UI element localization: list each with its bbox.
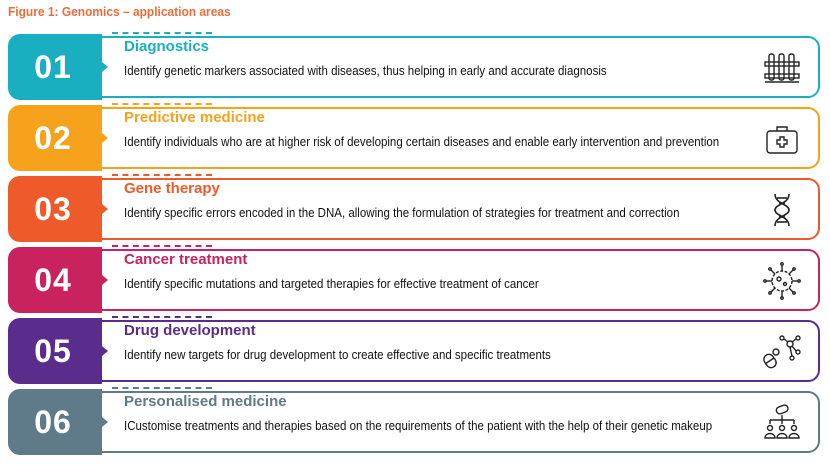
application-row-personalised-medicine: 06 Personalised medicine ICustomise trea…	[8, 387, 824, 455]
row-description: Identify specific mutations and targeted…	[124, 277, 539, 291]
row-card	[8, 36, 820, 98]
row-card	[8, 178, 820, 240]
row-description: Identify genetic markers associated with…	[124, 64, 607, 78]
row-title: Drug development	[124, 322, 256, 339]
dashed-accent	[112, 387, 212, 389]
molecule-pill-icon	[762, 332, 802, 372]
row-number: 01	[34, 48, 72, 85]
row-number: 03	[34, 190, 72, 227]
dashed-accent	[112, 32, 212, 34]
figure-title: Figure 1: Genomics – application areas	[8, 4, 231, 19]
personalised-people-icon	[762, 403, 802, 443]
row-number: 04	[34, 261, 72, 298]
row-card	[8, 320, 820, 382]
dashed-accent	[112, 103, 212, 105]
tab-notch	[98, 389, 108, 455]
dashed-accent	[112, 316, 212, 318]
tab-notch	[98, 34, 108, 100]
row-card	[8, 249, 820, 311]
row-description: Identify new targets for drug developmen…	[124, 348, 551, 362]
row-number-tab: 04	[8, 247, 98, 313]
application-row-cancer-treatment: 04 Cancer treatment Identify specific mu…	[8, 245, 824, 313]
application-row-gene-therapy: 03 Gene therapy Identify specific errors…	[8, 174, 824, 242]
row-number-tab: 03	[8, 176, 98, 242]
dashed-accent	[112, 245, 212, 247]
cancer-cell-icon	[762, 261, 802, 301]
tab-notch	[98, 247, 108, 313]
row-description: ICustomise treatments and therapies base…	[124, 419, 713, 433]
tab-notch	[98, 176, 108, 242]
dashed-accent	[112, 174, 212, 176]
row-number-tab: 05	[8, 318, 98, 384]
row-number-tab: 02	[8, 105, 98, 171]
medical-kit-icon	[762, 119, 802, 159]
dna-icon	[762, 190, 802, 230]
row-description: Identify individuals who are at higher r…	[124, 135, 720, 149]
tab-notch	[98, 318, 108, 384]
application-row-diagnostics: 01 Diagnostics Identify genetic markers …	[8, 32, 824, 100]
row-title: Cancer treatment	[124, 251, 248, 268]
row-title: Gene therapy	[124, 180, 220, 197]
row-number: 02	[34, 119, 72, 156]
row-number-tab: 06	[8, 389, 98, 455]
row-description: Identify specific errors encoded in the …	[124, 206, 680, 220]
row-title: Personalised medicine	[124, 393, 287, 410]
application-row-drug-development: 05 Drug development Identify new targets…	[8, 316, 824, 384]
row-number-tab: 01	[8, 34, 98, 100]
row-title: Predictive medicine	[124, 109, 265, 126]
row-title: Diagnostics	[124, 38, 210, 55]
row-card	[8, 391, 820, 453]
row-number: 05	[34, 332, 72, 369]
application-row-predictive-medicine: 02 Predictive medicine Identify individu…	[8, 103, 824, 171]
test-tubes-icon	[762, 48, 802, 88]
row-card	[8, 107, 820, 169]
row-number: 06	[34, 403, 72, 440]
tab-notch	[98, 105, 108, 171]
